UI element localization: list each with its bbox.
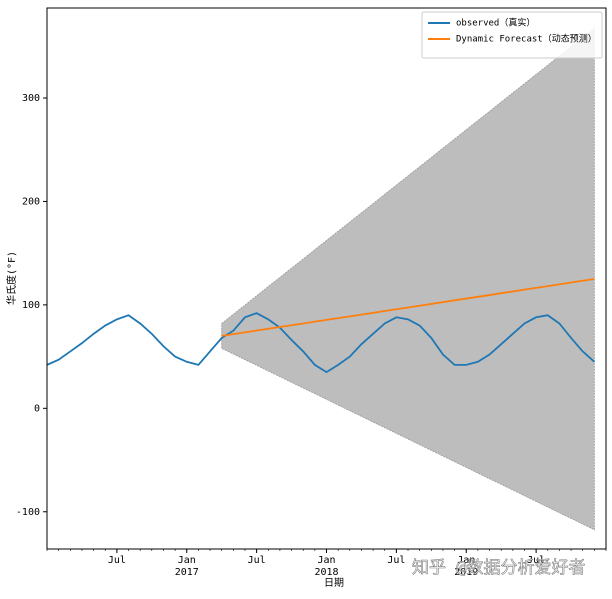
y-tick-label: 300 (22, 93, 40, 104)
x-tick-label: Jul (387, 555, 405, 566)
x-tick-label: Jul (527, 555, 545, 566)
legend-box (421, 11, 603, 59)
y-tick-label: -100 (16, 507, 40, 518)
x-tick-label: Jan (317, 555, 335, 566)
series-line (46, 312, 595, 374)
plot-frame (46, 7, 607, 550)
y-tick-label: 100 (22, 300, 40, 311)
x-tick-label: Jan (457, 555, 475, 566)
x-tick-label: Jul (108, 555, 126, 566)
legend-label: observed（真实） (456, 17, 535, 29)
y-axis-label: 华氏度(°F) (5, 251, 18, 305)
x-tick-year: 2019 (454, 567, 478, 578)
y-tick-label: 0 (34, 403, 40, 414)
legend-label: Dynamic Forecast（动态预测） (456, 33, 597, 45)
y-tick-label: 200 (22, 196, 40, 207)
series-line (221, 278, 595, 337)
confidence-band (221, 27, 595, 531)
x-tick-year: 2018 (314, 567, 338, 578)
x-tick-year: 2017 (175, 567, 199, 578)
x-tick-label: Jan (178, 555, 196, 566)
watermark: 知乎 @数据分析爱好者 (412, 558, 585, 578)
x-tick-label: Jul (248, 555, 266, 566)
x-axis-label: 日期 (324, 577, 344, 589)
